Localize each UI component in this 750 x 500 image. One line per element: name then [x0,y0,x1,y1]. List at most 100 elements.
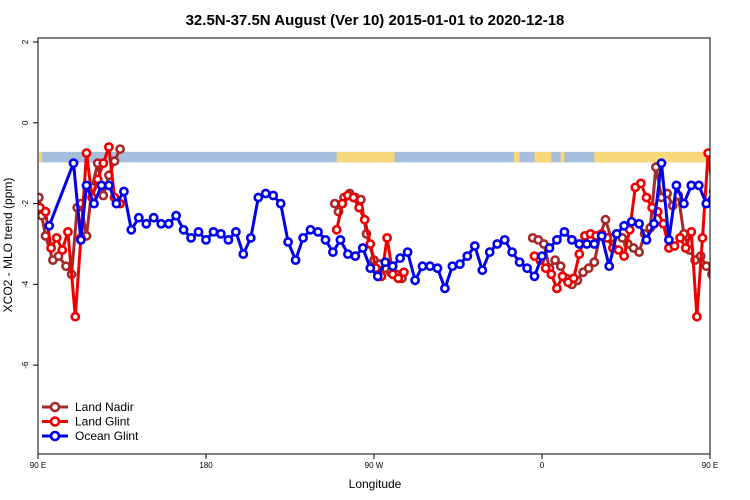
data-point [89,198,99,209]
data-point [268,190,279,201]
data-point [253,192,264,203]
data-point [686,226,697,237]
data-point [555,261,566,272]
data-point [410,275,420,286]
data-point [462,251,473,261]
legend-label: Land Glint [75,415,130,429]
data-point [708,188,710,195]
data-point [365,263,376,274]
data-point [680,243,691,253]
data-point [245,232,256,243]
data-point [611,228,622,239]
data-point [716,176,723,183]
data-point [98,190,109,201]
data-point [38,192,44,203]
land-band [534,151,552,163]
data-point [626,216,637,227]
data-point [81,180,92,191]
data-point [669,241,680,251]
data-point [98,158,109,169]
data-point [550,255,560,265]
data-point [557,271,568,282]
data-point [104,142,114,152]
land-band [560,151,565,163]
x-axis-label: Longitude [349,477,402,491]
data-point [725,214,732,221]
data-point [619,251,629,261]
chart-title: 32.5N-37.5N August (Ver 10) 2015-01-01 t… [186,12,565,29]
data-point [529,271,540,282]
data-point [708,194,710,201]
data-point [283,237,293,247]
data-point [51,232,62,243]
data-point [230,226,241,237]
data-point [664,234,674,245]
data-point [619,220,629,231]
data-point [469,241,480,251]
data-point [432,263,443,274]
data-point [636,178,646,189]
data-point [398,267,409,278]
data-point [298,232,308,243]
data-point [133,212,144,223]
data-point [738,200,745,207]
data-point [613,245,624,255]
data-point [546,269,557,280]
data-point [141,218,152,229]
data-point [686,180,697,191]
data-point [692,311,702,322]
data-point [574,249,585,259]
data-point [178,224,189,235]
legend-marker [49,430,61,442]
data-point [148,212,159,223]
data-point [600,214,611,225]
data-point [641,192,652,203]
data-point [348,192,359,203]
data-point [40,206,51,217]
x-tick-label: 90 E [30,461,46,470]
data-point [305,224,316,235]
data-point [402,247,413,257]
data-point [171,210,181,221]
data-point [589,257,600,268]
data-point [354,202,364,213]
data-point [76,234,86,245]
data-point [641,234,652,245]
series-layer [38,142,747,322]
data-point [46,243,56,253]
data-point [697,232,708,243]
data-point [238,249,249,259]
data-point [727,143,734,150]
data-point [417,261,428,272]
data-point [193,226,204,237]
data-point [701,198,710,209]
data-point [552,234,562,245]
data-point [703,148,710,158]
data-point [736,160,743,167]
data-point [439,283,450,294]
data-point [477,265,488,276]
y-tick-label: -2 [21,199,30,207]
x-tick-label: 180 [199,461,213,470]
data-point [540,263,551,274]
data-point [583,263,594,274]
data-point [61,261,71,272]
data-point [215,228,226,239]
data-point [329,198,340,209]
x-tick-label: 0 [540,461,545,470]
data-point [725,232,732,239]
data-point [372,271,383,282]
data-point [380,257,391,268]
data-point [156,218,167,229]
data-point [342,249,353,259]
legend-label: Ocean Glint [75,429,139,443]
data-point [63,226,73,237]
data-point [331,224,342,235]
data-point [327,247,338,257]
y-tick-label: 0 [21,120,30,125]
data-point [320,234,331,245]
data-point [740,214,747,221]
data-point [707,269,710,279]
data-point [290,255,301,265]
